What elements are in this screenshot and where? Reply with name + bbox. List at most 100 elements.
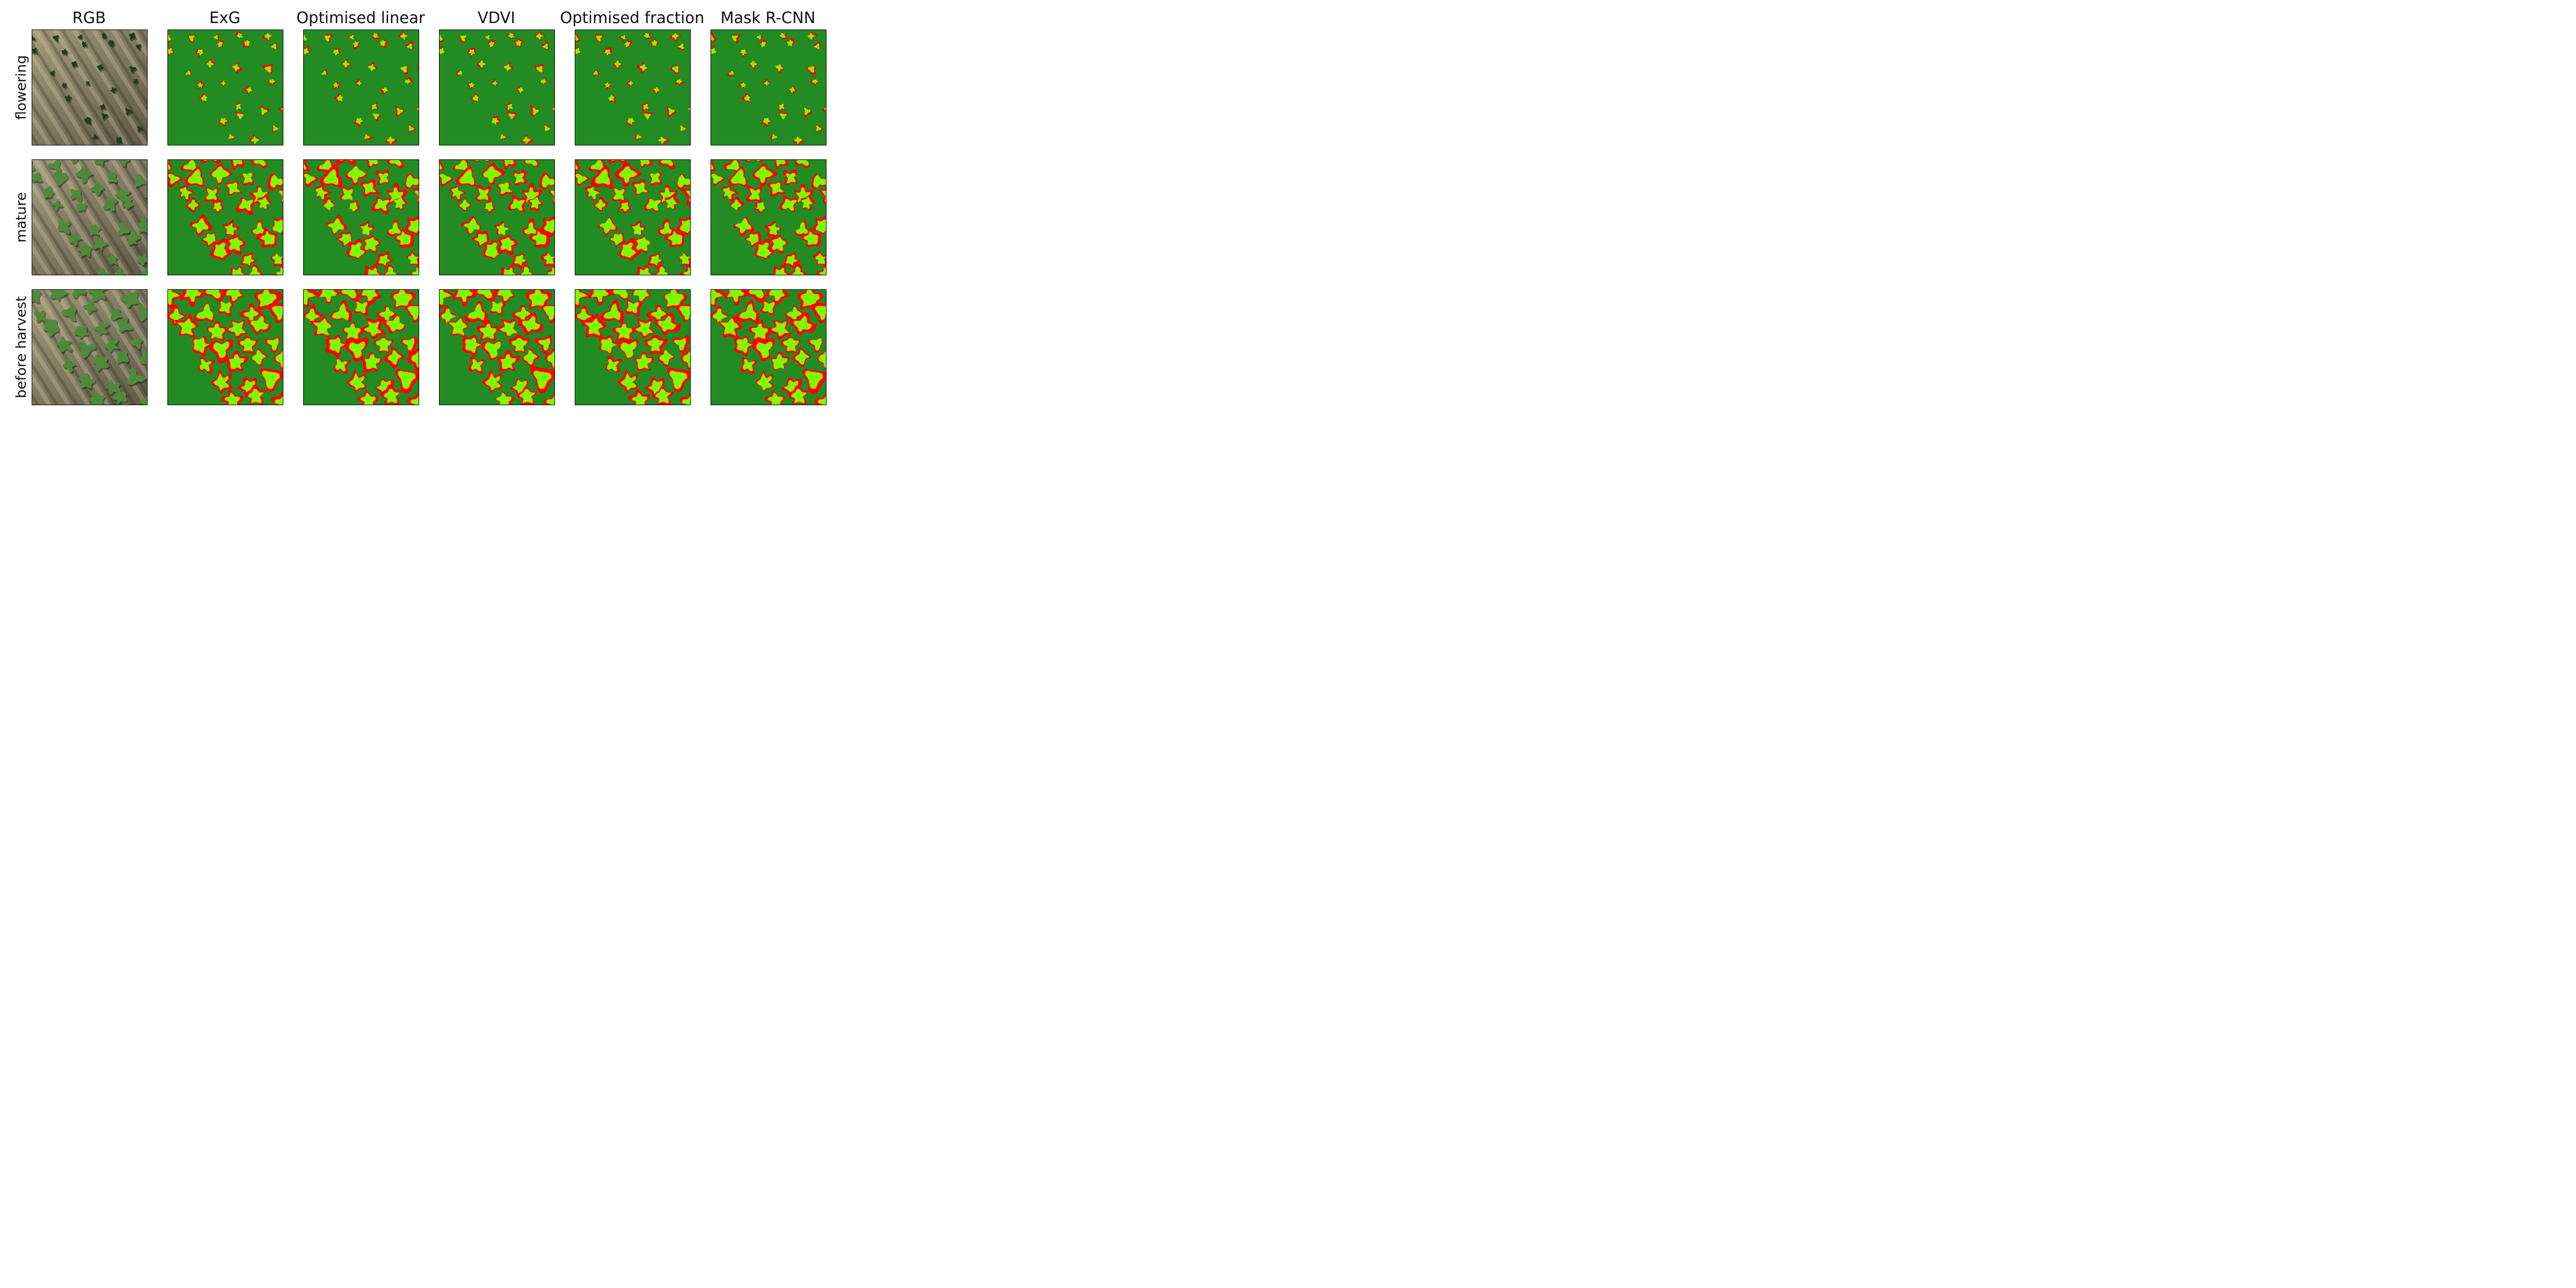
true-positive-region [752,324,767,339]
plant-canopy [99,104,106,110]
true-positive-region [818,397,826,405]
true-positive-region [713,309,727,323]
true-positive-region [501,355,516,369]
true-positive-region [660,223,672,234]
true-positive-region [213,202,222,211]
true-positive-region [542,175,554,187]
true-positive-region [408,306,419,320]
plant-canopy [77,34,83,40]
true-positive-region [394,290,412,306]
true-positive-region [306,309,320,323]
plant-canopy [32,290,41,303]
true-positive-region [635,182,647,194]
true-positive-region [486,243,501,258]
true-positive-region [350,374,364,390]
true-positive-region [658,136,667,144]
true-positive-region [544,253,554,264]
true-positive-region [330,338,345,353]
true-positive-region [605,83,611,88]
true-positive-region [731,170,745,185]
plant-canopy [90,224,101,236]
true-positive-region [456,290,472,302]
plant-canopy [71,160,77,163]
true-positive-region [389,223,400,234]
plant-canopy [92,134,99,139]
mask-image [575,30,690,145]
true-positive-region [240,338,255,351]
false-positive-region [417,66,419,69]
false-positive-region [335,160,356,165]
mask-image [711,290,826,405]
plant-canopy [122,198,133,209]
plant-canopy [94,160,108,166]
true-positive-region [342,188,353,200]
true-positive-region [451,187,464,199]
plant-canopy [57,218,71,234]
plant-canopy [129,66,137,73]
true-positive-region [688,108,690,111]
true-positive-region [465,338,481,353]
plant-canopy [103,338,120,353]
true-positive-region [405,79,411,84]
true-positive-region [229,355,244,369]
true-positive-region [768,223,779,235]
true-positive-region [355,302,367,313]
true-positive-region [772,355,787,369]
true-positive-region [349,342,365,357]
plant-canopy [78,341,96,358]
plant-canopy [92,354,109,371]
true-positive-region [273,220,283,233]
true-positive-region [221,80,226,86]
plant-canopy [81,41,87,47]
true-positive-region [504,64,511,71]
plant-canopy [125,231,141,246]
true-positive-region [596,170,610,185]
plant-canopy [138,304,147,321]
plant-canopy [130,338,143,349]
true-positive-region [304,34,307,41]
true-positive-region [792,389,807,403]
true-positive-region [636,134,642,140]
true-positive-region [375,199,389,210]
true-positive-region [512,338,527,351]
true-positive-region [644,113,651,119]
true-positive-region [757,342,772,357]
true-positive-region [485,35,489,40]
true-positive-region [188,170,202,185]
true-positive-region [634,290,649,301]
true-positive-region [515,308,530,321]
true-positive-region [787,40,793,46]
true-positive-region [178,319,195,335]
true-positive-region [501,237,514,251]
true-positive-region [262,371,279,389]
true-positive-region [237,113,244,119]
true-positive-region [632,393,647,405]
true-positive-region [365,237,378,251]
true-positive-region [780,113,787,119]
true-positive-region [600,218,615,233]
mask-image [575,290,690,405]
true-positive-region [409,126,414,131]
true-positive-region [770,290,785,301]
true-positive-region [353,41,359,47]
true-positive-region [749,290,764,298]
column-title-optimised-linear: Optimised linear [296,9,425,27]
plant-canopy [140,351,147,365]
true-positive-region [387,136,395,144]
true-positive-region [457,71,462,75]
plant-canopy [120,290,140,308]
true-positive-region [415,191,419,201]
true-positive-region [575,34,579,41]
true-positive-region [356,118,363,125]
true-positive-region [398,371,415,389]
plant-canopy [135,174,147,187]
true-positive-region [214,374,229,390]
true-positive-region [601,338,617,353]
plant-canopy [32,172,43,182]
true-positive-region [504,160,514,166]
true-positive-region [488,41,495,47]
true-positive-region [325,35,331,42]
true-positive-region [361,223,372,235]
true-positive-region [721,319,738,335]
true-positive-region [378,255,390,265]
